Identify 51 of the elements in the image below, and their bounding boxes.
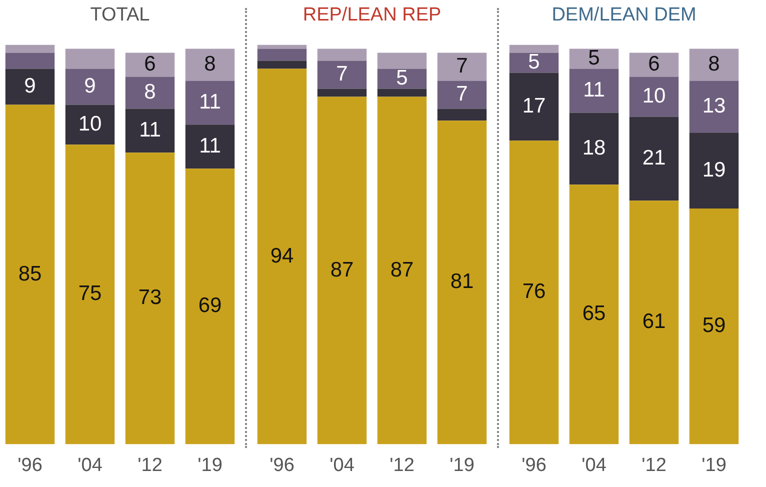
data-label: 10 [642, 84, 666, 108]
x-tick-label: '12 [390, 454, 414, 476]
data-label: 61 [642, 310, 666, 334]
data-label: 9 [24, 74, 36, 98]
x-tick-label: '96 [18, 454, 42, 476]
x-tick-label: '96 [270, 454, 294, 476]
x-tick-label: '19 [450, 454, 474, 476]
data-label: 7 [456, 54, 468, 78]
data-label: 85 [18, 262, 42, 286]
data-label: 5 [588, 46, 600, 70]
data-label: 81 [450, 270, 474, 294]
data-label: 10 [78, 112, 102, 136]
x-tick-label: '19 [198, 454, 222, 476]
data-label: 11 [199, 90, 221, 114]
x-tick-label: '19 [702, 454, 726, 476]
x-tick-label: '96 [522, 454, 546, 476]
data-label: 17 [522, 94, 546, 118]
chart-title: REP/LEAN REP [302, 4, 442, 26]
data-label: 7 [336, 62, 348, 86]
data-label: 73 [138, 286, 162, 310]
x-tick-label: '12 [642, 454, 666, 476]
data-label: 87 [330, 258, 354, 282]
data-label: 8 [144, 80, 156, 104]
data-label: 75 [78, 282, 102, 306]
data-label: 87 [390, 258, 414, 282]
data-label: 9 [84, 74, 96, 98]
data-label: 11 [139, 118, 161, 142]
data-label: 5 [528, 50, 540, 74]
chart-title: TOTAL [90, 4, 150, 26]
data-label: 76 [522, 280, 546, 304]
data-label: 59 [702, 314, 726, 338]
data-label: 21 [642, 146, 666, 170]
x-tick-label: '04 [582, 454, 607, 476]
data-label: 5 [396, 66, 408, 90]
data-label: 18 [582, 136, 606, 160]
chart-title: DEM/LEAN DEM [552, 4, 696, 26]
data-label: 94 [270, 244, 294, 268]
x-tick-label: '12 [138, 454, 162, 476]
data-label: 6 [144, 52, 156, 76]
x-tick-label: '04 [330, 454, 355, 476]
data-label: 11 [583, 78, 605, 102]
data-label: 13 [702, 94, 726, 118]
data-label: 19 [702, 158, 726, 182]
data-label: 69 [198, 294, 222, 318]
data-label: 8 [708, 52, 720, 76]
data-label: 65 [582, 302, 606, 326]
data-label: 11 [199, 134, 221, 158]
data-label: 8 [204, 52, 216, 76]
data-label: 6 [648, 52, 660, 76]
data-label: 7 [456, 82, 468, 106]
x-tick-label: '04 [78, 454, 103, 476]
